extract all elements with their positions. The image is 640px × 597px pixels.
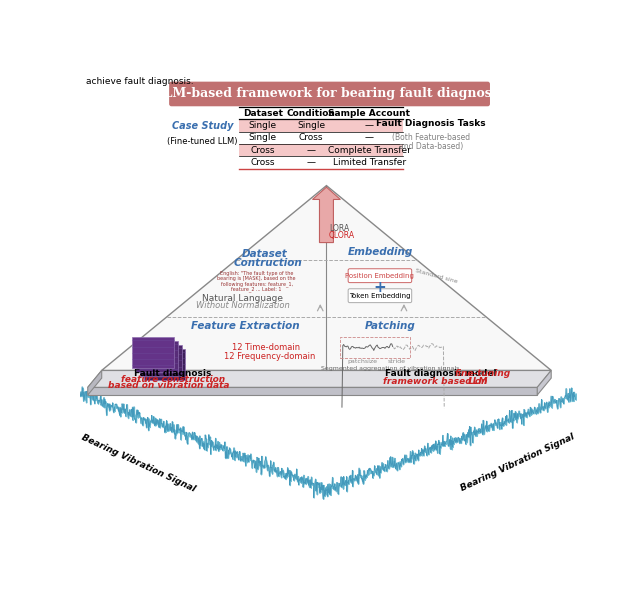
Polygon shape — [312, 187, 340, 242]
Polygon shape — [537, 370, 551, 395]
Text: Dataset: Dataset — [241, 249, 287, 259]
Text: 12 Frequency-domain: 12 Frequency-domain — [224, 352, 316, 361]
Text: based on vibration data: based on vibration data — [108, 381, 230, 390]
Text: Feature Extraction: Feature Extraction — [191, 321, 300, 331]
Polygon shape — [88, 387, 537, 395]
Text: Case Study: Case Study — [172, 121, 233, 131]
Text: QLORA: QLORA — [329, 231, 355, 240]
Text: Cross: Cross — [251, 146, 275, 155]
Bar — [132, 337, 174, 368]
Text: 12 Time-domain: 12 Time-domain — [232, 343, 300, 352]
Polygon shape — [88, 370, 102, 395]
Text: Limited Transfer: Limited Transfer — [333, 158, 406, 167]
Text: patchsize: patchsize — [348, 359, 378, 364]
Text: Position Embedding: Position Embedding — [346, 273, 414, 279]
Text: English: "The fault type of the: English: "The fault type of the — [220, 271, 293, 276]
Text: stride: stride — [387, 359, 405, 364]
Bar — [143, 349, 186, 380]
Text: Single: Single — [249, 133, 277, 142]
FancyBboxPatch shape — [348, 289, 412, 303]
Bar — [239, 119, 403, 132]
Text: Patching: Patching — [365, 321, 415, 331]
Text: (Fine-tuned LLM): (Fine-tuned LLM) — [167, 137, 237, 146]
Text: (Both Feature-based: (Both Feature-based — [392, 133, 470, 142]
Polygon shape — [102, 186, 551, 370]
Text: Natural Language: Natural Language — [202, 294, 284, 303]
Text: Dataset: Dataset — [243, 109, 283, 118]
Text: feature construction: feature construction — [121, 375, 225, 384]
Text: feature_2 ... Label: 1: feature_2 ... Label: 1 — [232, 287, 282, 293]
Text: Condition: Condition — [287, 109, 335, 118]
Text: LLM-based framework for bearing fault diagnosis: LLM-based framework for bearing fault di… — [156, 88, 504, 100]
Text: —: — — [365, 133, 374, 142]
Text: —: — — [307, 158, 316, 167]
Text: —: — — [307, 146, 316, 155]
Text: bearing is [MASK], based on the: bearing is [MASK], based on the — [218, 276, 296, 281]
Text: Embedding: Embedding — [348, 247, 413, 257]
Text: Cross: Cross — [251, 158, 275, 167]
Text: Contruction: Contruction — [234, 257, 303, 267]
Text: Fault diagnosis model: Fault diagnosis model — [385, 369, 500, 378]
Text: and Data-based): and Data-based) — [399, 142, 463, 151]
Text: fine-tuning: fine-tuning — [455, 369, 511, 378]
Text: —: — — [365, 121, 374, 130]
Polygon shape — [88, 370, 551, 387]
Text: Segmented aggregation of vibration signals: Segmented aggregation of vibration signa… — [321, 367, 459, 371]
Text: LLM: LLM — [467, 377, 488, 386]
Text: Bearing Vibration Signal: Bearing Vibration Signal — [460, 432, 576, 493]
Text: Sample Account: Sample Account — [328, 109, 410, 118]
Text: Cross: Cross — [299, 133, 323, 142]
Text: Single: Single — [297, 121, 325, 130]
Text: Bearing Vibration Signal: Bearing Vibration Signal — [80, 432, 196, 493]
FancyBboxPatch shape — [348, 269, 412, 282]
Text: Standard sine: Standard sine — [415, 267, 458, 284]
Text: Without Normalization: Without Normalization — [196, 301, 290, 310]
Bar — [136, 341, 178, 372]
Text: following features: feature_1,: following features: feature_1, — [221, 281, 292, 287]
Text: LORA: LORA — [329, 224, 349, 233]
Text: Fault diagnosis: Fault diagnosis — [134, 369, 212, 378]
Bar — [239, 144, 403, 156]
Bar — [340, 337, 410, 358]
Text: Single: Single — [249, 121, 277, 130]
Bar — [140, 345, 182, 376]
Text: Token Embedding: Token Embedding — [349, 293, 411, 298]
Text: Fault Diagnosis Tasks: Fault Diagnosis Tasks — [376, 119, 486, 128]
Text: framework based on: framework based on — [383, 377, 490, 386]
Text: +: + — [374, 280, 387, 295]
Text: Complete Transfer: Complete Transfer — [328, 146, 410, 155]
Text: achieve fault diagnosis.: achieve fault diagnosis. — [86, 77, 194, 86]
FancyBboxPatch shape — [169, 82, 490, 106]
